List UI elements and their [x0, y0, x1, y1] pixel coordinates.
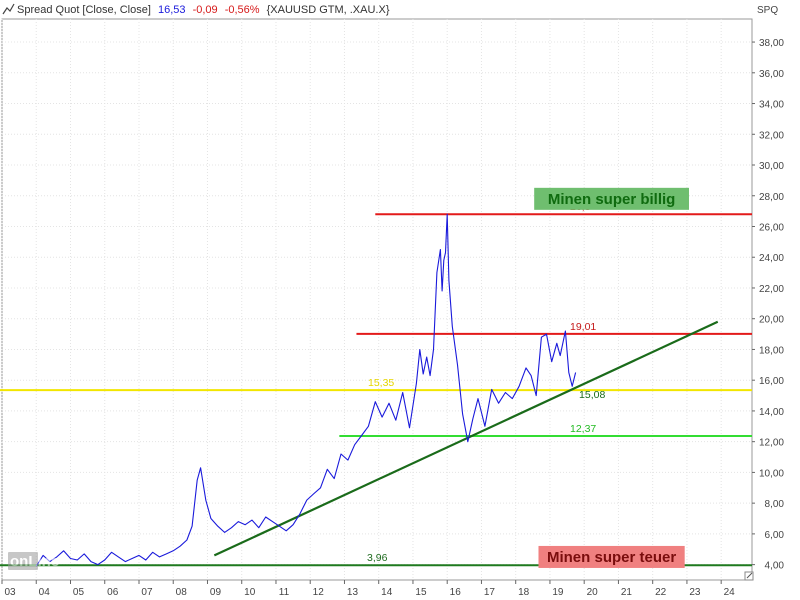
level-label: 3,96 [367, 552, 388, 564]
plot-frame [1, 18, 753, 581]
series [35, 213, 577, 567]
x-tick-label: 07 [141, 587, 153, 598]
y-axis-label: SPQ [757, 5, 778, 16]
x-tick-label: 20 [587, 587, 599, 598]
x-tick-label: 08 [176, 587, 188, 598]
x-tick-label: 23 [689, 587, 701, 598]
x-tick-label: 15 [415, 587, 427, 598]
y-tick-label: 38,00 [759, 38, 784, 49]
y-tick-label: 4,00 [765, 561, 785, 572]
y-tick-label: 6,00 [765, 530, 785, 541]
annotation-text: Minen super teuer [547, 549, 676, 566]
annotations: Minen super billig Minen super teuer [534, 187, 689, 568]
x-tick-label: 17 [484, 587, 496, 598]
x-tick-label: 13 [347, 587, 359, 598]
y-tick-label: 30,00 [759, 161, 784, 172]
x-tick-label: 10 [244, 587, 256, 598]
y-tick-label: 10,00 [759, 468, 784, 479]
y-tick-label: 8,00 [765, 499, 785, 510]
trendline-label: 15,08 [579, 389, 605, 401]
x-tick-label: 04 [39, 587, 51, 598]
series-line [35, 213, 577, 567]
y-tick-label: 14,00 [759, 407, 784, 418]
y-tick-label: 18,00 [759, 345, 784, 356]
annotation-box [534, 187, 689, 210]
last-value: 16,53 [158, 4, 186, 16]
x-tick-label: 03 [4, 587, 16, 598]
x-tick-label: 18 [518, 587, 530, 598]
x-tick-label: 21 [621, 587, 633, 598]
line-chart-icon [2, 3, 15, 15]
y-tick-label: 24,00 [759, 253, 784, 264]
instrument-list: {XAUUSD GTM, .XAU.X} [267, 4, 390, 16]
x-tick-label: 05 [73, 587, 85, 598]
y-tick-label: 22,00 [759, 284, 784, 295]
level-label: 12,37 [570, 423, 596, 435]
chart-title: Spread Quot [Close, Close] [17, 4, 151, 16]
axes: SPQ 38,00 36,00 34,00 32,00 30,00 28,00 26,00 24… [1, 5, 785, 598]
grid [1, 18, 753, 581]
y-tick-label: 32,00 [759, 130, 784, 141]
annotation-text: Minen super billig [548, 191, 676, 208]
x-tick-label: 22 [655, 587, 667, 598]
level-label: 15,35 [368, 377, 394, 389]
x-tick-label: 12 [313, 587, 325, 598]
onvista-logo-icon: onLine [8, 552, 59, 570]
change-value: -0,09 [193, 4, 218, 16]
x-tick-label: 24 [724, 587, 736, 598]
annotation-box [538, 545, 685, 568]
y-tick-label: 12,00 [759, 438, 784, 449]
level-label: 19,01 [570, 321, 596, 333]
chart-header-text: Spread Quot [Close, Close] 16,53 -0,09 -… [17, 4, 390, 16]
resize-grip-icon[interactable] [744, 571, 754, 581]
x-tick-label: 09 [210, 587, 222, 598]
y-tick-label: 34,00 [759, 100, 784, 111]
y-tick-label: 28,00 [759, 192, 784, 203]
y-tick-label: 20,00 [759, 315, 784, 326]
chart-header: Spread Quot [Close, Close] 16,53 -0,09 -… [2, 3, 390, 16]
y-tick-label: 16,00 [759, 376, 784, 387]
x-tick-label: 11 [279, 587, 290, 598]
y-tick-label: 26,00 [759, 222, 784, 233]
y-tick-label: 36,00 [759, 69, 784, 80]
change-percent: -0,56% [225, 4, 260, 16]
x-tick-label: 16 [450, 587, 462, 598]
x-tick-label: 14 [381, 587, 393, 598]
x-tick-label: 06 [107, 587, 119, 598]
x-tick-label: 19 [552, 587, 564, 598]
watermark-text: onLine [10, 553, 59, 570]
